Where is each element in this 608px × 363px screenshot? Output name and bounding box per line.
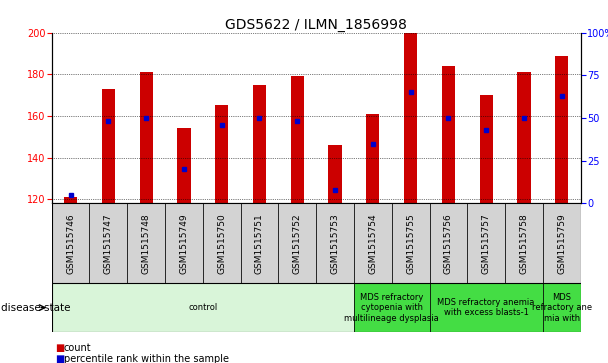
Text: GSM1515756: GSM1515756 bbox=[444, 213, 453, 274]
Bar bbox=[165, 203, 203, 283]
Text: MDS refractory anemia
with excess blasts-1: MDS refractory anemia with excess blasts… bbox=[438, 298, 535, 317]
Bar bbox=[404, 33, 417, 203]
Bar bbox=[241, 203, 278, 283]
Text: GSM1515746: GSM1515746 bbox=[66, 213, 75, 274]
Text: GSM1515751: GSM1515751 bbox=[255, 213, 264, 274]
Text: GSM1515752: GSM1515752 bbox=[293, 213, 302, 274]
Text: GSM1515750: GSM1515750 bbox=[217, 213, 226, 274]
Text: count: count bbox=[64, 343, 91, 353]
Bar bbox=[102, 89, 115, 203]
Text: MDS refractory
cytopenia with
multilineage dysplasia: MDS refractory cytopenia with multilinea… bbox=[344, 293, 439, 323]
Bar bbox=[354, 283, 429, 332]
Bar bbox=[52, 203, 89, 283]
Text: ■: ■ bbox=[55, 343, 64, 353]
Text: GSM1515748: GSM1515748 bbox=[142, 213, 151, 274]
Text: disease state: disease state bbox=[1, 303, 70, 313]
Text: GSM1515753: GSM1515753 bbox=[331, 213, 339, 274]
Bar bbox=[139, 72, 153, 203]
Text: control: control bbox=[188, 303, 218, 312]
Bar bbox=[253, 85, 266, 203]
Text: GSM1515757: GSM1515757 bbox=[482, 213, 491, 274]
Bar bbox=[215, 106, 229, 203]
Text: GSM1515747: GSM1515747 bbox=[104, 213, 113, 274]
Bar bbox=[366, 114, 379, 203]
Bar bbox=[203, 203, 241, 283]
Bar bbox=[64, 197, 77, 203]
Bar bbox=[354, 203, 392, 283]
Text: GSM1515759: GSM1515759 bbox=[558, 213, 566, 274]
Bar bbox=[429, 283, 543, 332]
Bar bbox=[178, 129, 190, 203]
Text: MDS
refractory ane
mia with: MDS refractory ane mia with bbox=[531, 293, 592, 323]
Bar bbox=[429, 203, 468, 283]
Bar bbox=[543, 283, 581, 332]
Text: GSM1515755: GSM1515755 bbox=[406, 213, 415, 274]
Bar bbox=[52, 283, 354, 332]
Bar bbox=[291, 76, 304, 203]
Bar bbox=[89, 203, 127, 283]
Text: GSM1515754: GSM1515754 bbox=[368, 213, 378, 274]
Bar bbox=[328, 145, 342, 203]
Text: GSM1515749: GSM1515749 bbox=[179, 213, 188, 274]
Bar bbox=[555, 56, 568, 203]
Bar bbox=[278, 203, 316, 283]
Bar bbox=[442, 66, 455, 203]
Bar bbox=[543, 203, 581, 283]
Title: GDS5622 / ILMN_1856998: GDS5622 / ILMN_1856998 bbox=[225, 18, 407, 32]
Bar bbox=[127, 203, 165, 283]
Bar bbox=[517, 72, 531, 203]
Bar bbox=[505, 203, 543, 283]
Bar bbox=[468, 203, 505, 283]
Text: GSM1515758: GSM1515758 bbox=[519, 213, 528, 274]
Bar bbox=[480, 95, 493, 203]
Bar bbox=[392, 203, 429, 283]
Text: ■: ■ bbox=[55, 354, 64, 363]
Bar bbox=[316, 203, 354, 283]
Text: percentile rank within the sample: percentile rank within the sample bbox=[64, 354, 229, 363]
